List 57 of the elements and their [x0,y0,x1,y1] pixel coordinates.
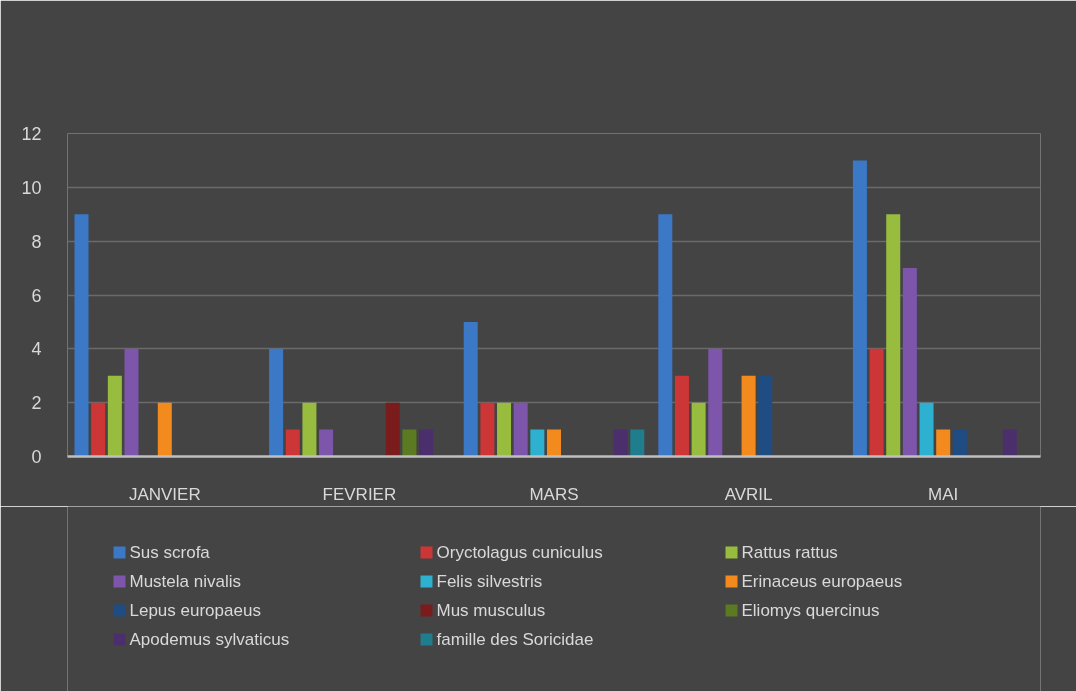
bar [124,348,139,457]
bar [886,214,901,457]
bar [402,429,417,457]
bar [758,375,773,457]
bar [319,429,334,457]
legend-label: Mus musculus [436,601,546,620]
x-tick-label: JANVIER [128,484,201,504]
bar [91,402,106,457]
y-tick-label: 0 [31,447,42,467]
bar [1002,429,1017,457]
bar [658,214,673,457]
legend-label: Oryctolagus cuniculus [436,543,603,562]
bar [741,375,756,457]
bar [869,348,884,457]
bar [919,402,934,457]
legend-label: Sus scrofa [129,543,211,562]
bar [691,402,706,457]
bar [613,429,628,457]
bar [902,268,917,457]
bar [936,429,951,457]
bar [852,160,867,457]
bar [74,214,89,457]
bar [708,348,723,457]
bar [302,402,317,457]
legend-label: Eliomys quercinus [741,601,880,620]
y-tick-label: 8 [31,231,42,252]
y-tick-label: 2 [31,393,42,414]
bar [674,375,689,457]
x-tick-label: MARS [529,484,579,504]
bar [630,429,645,457]
bar [157,402,172,457]
x-tick-label: AVRIL [724,484,773,504]
bar [480,402,495,457]
y-tick-label: 12 [21,124,42,144]
x-tick-label: FEVRIER [322,484,397,504]
y-tick-label: 10 [21,177,42,198]
y-tick-label: 4 [31,339,42,360]
legend-label: Lepus europaeus [129,601,261,620]
bar [419,429,434,457]
legend-label: Erinaceus europaeus [741,572,903,591]
bar [952,429,967,457]
legend-label: Felis silvestris [436,572,543,591]
bar [530,429,545,457]
legend-label: Mustela nivalis [129,572,241,591]
bar [513,402,528,457]
bar [385,402,400,457]
bar [285,429,300,457]
legend-label: famille des Soricidae [436,630,594,649]
bar [497,402,512,457]
bar [269,348,284,457]
bar [546,429,562,457]
y-tick-label: 6 [31,285,42,306]
bar [463,321,478,457]
bar [107,375,122,457]
legend-label: Rattus rattus [741,543,838,562]
x-tick-label: MAI [928,484,959,504]
legend-label: Apodemus sylvaticus [129,630,290,649]
